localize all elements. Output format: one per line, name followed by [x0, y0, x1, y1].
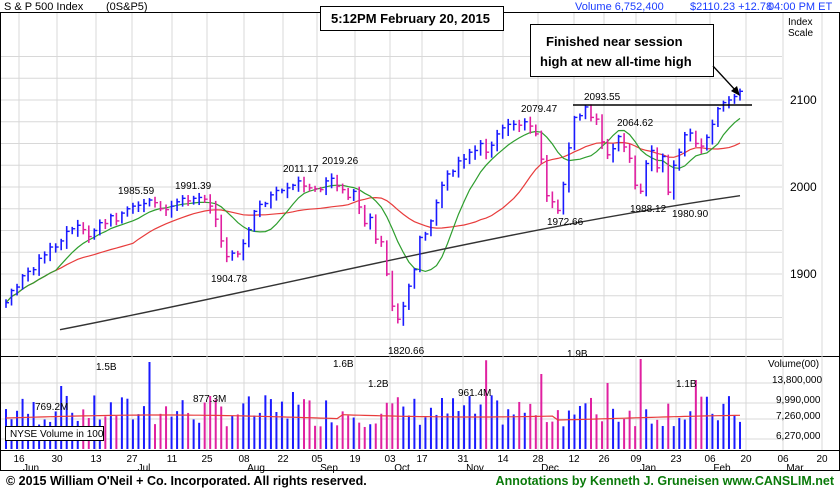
date-tick-label: 17	[416, 454, 428, 465]
price-label-1985: 1985.59	[118, 186, 155, 197]
volume-tick-4: 6,270,000	[776, 431, 821, 442]
price-bars	[5, 88, 743, 326]
scale-label-2: Scale	[788, 28, 813, 39]
date-tick-label: 12	[568, 454, 580, 465]
date-tick-label: 09	[630, 454, 642, 465]
price-tick-1900: 1900	[790, 267, 817, 281]
price-label-1904: 1904.78	[211, 274, 248, 285]
annotation-credit-footer: Annotations by Kenneth J. Gruneisen www.…	[495, 474, 834, 488]
moving-average-lines	[5, 117, 741, 331]
volume-label-1-2b: 1.2B	[368, 379, 389, 390]
volume-label-1-5b: 1.5B	[96, 362, 117, 373]
date-tick-label: 31	[457, 454, 469, 465]
ma-green-line	[5, 117, 741, 304]
month-label: Mar	[786, 463, 804, 474]
month-label: Feb	[713, 463, 731, 474]
date-tick-label: 14	[497, 454, 509, 465]
note-line-1: Finished near session	[546, 34, 683, 49]
volume-title: Volume(00)	[768, 359, 819, 370]
timestamp-text: 5:12PM February 20, 2015	[331, 11, 490, 26]
price-readout: $2110.23 +12.78	[690, 1, 772, 13]
price-label-2011: 2011.17	[283, 164, 319, 175]
ma-red-line	[5, 141, 741, 304]
note-line-2: high at new all-time high	[540, 54, 692, 69]
month-label: Sep	[320, 463, 338, 474]
price-label-2019: 2019.26	[322, 156, 359, 167]
scale-label-1: Index	[788, 17, 812, 28]
price-tick-2100: 2100	[790, 93, 817, 107]
volume-label-877: 877.3M	[193, 394, 226, 405]
note-arrow	[712, 65, 738, 93]
date-tick-label: 19	[349, 454, 361, 465]
price-label-2079: 2079.47	[521, 104, 558, 115]
date-tick-label: 30	[51, 454, 63, 465]
note-box	[530, 24, 714, 77]
index-name: S & P 500 Index	[4, 1, 84, 13]
volume-bars	[5, 359, 741, 449]
month-label: Jan	[640, 463, 656, 474]
date-tick-label: 11	[167, 454, 178, 465]
volume-label-961: 961.4M	[458, 388, 491, 399]
ma-black-line	[59, 195, 741, 331]
volume-legend-box	[5, 426, 104, 441]
date-tick-label: 27	[126, 454, 138, 465]
date-tick-label: 16	[13, 454, 25, 465]
date-tick-label: 25	[201, 454, 213, 465]
month-label: Aug	[247, 463, 265, 474]
volume-label-1-9b: 1.9B	[567, 349, 588, 360]
date-tick-label: 23	[670, 454, 682, 465]
date-tick-label: 22	[277, 454, 289, 465]
volume-tick-2: 9,990,000	[776, 395, 821, 406]
month-label: Nov	[466, 463, 484, 474]
date-tick-label: 20	[816, 454, 828, 465]
price-label-1988: 1988.12	[630, 204, 667, 215]
volume-tick-3: 7,260,000	[776, 411, 821, 422]
date-tick-label: 06	[704, 454, 716, 465]
date-tick-label: 20	[740, 454, 752, 465]
date-tick-label: 13	[90, 454, 102, 465]
month-label: Jun	[23, 463, 39, 474]
volume-label-1-6b: 1.6B	[333, 359, 354, 370]
index-symbol: (0S&P5)	[106, 1, 148, 13]
price-label-1820: 1820.66	[388, 346, 425, 357]
volume-label-769: 769.2M	[35, 402, 68, 413]
date-tick-label: 08	[238, 454, 250, 465]
date-tick-label: 28	[532, 454, 544, 465]
month-label: Dec	[541, 463, 559, 474]
volume-legend: NYSE Volume in 100	[10, 429, 104, 440]
price-label-1991: 1991.39	[175, 181, 212, 192]
price-label-1980: 1980.90	[672, 209, 709, 220]
volume-average-line	[5, 414, 741, 421]
price-label-1972: 1972.66	[547, 217, 584, 228]
time-readout: 04:00 PM ET	[768, 1, 832, 13]
copyright-footer: © 2015 William O'Neil + Co. Incorporated…	[6, 474, 367, 488]
date-tick-label: 05	[311, 454, 323, 465]
month-label: Jul	[138, 463, 151, 474]
date-tick-label: 06	[777, 454, 789, 465]
volume-readout: Volume 6,752,400	[575, 1, 664, 13]
note-arrowhead	[731, 86, 740, 96]
date-tick-label: 03	[384, 454, 396, 465]
price-label-2064: 2064.62	[617, 118, 654, 129]
month-label: Oct	[394, 463, 410, 474]
volume-label-1-1b: 1.1B	[676, 379, 697, 390]
price-tick-2000: 2000	[790, 180, 817, 194]
volume-tick-1: 13,800,000	[772, 375, 822, 386]
timestamp-box	[320, 6, 504, 31]
price-label-2093: 2093.55	[584, 92, 621, 103]
date-tick-label: 26	[598, 454, 610, 465]
